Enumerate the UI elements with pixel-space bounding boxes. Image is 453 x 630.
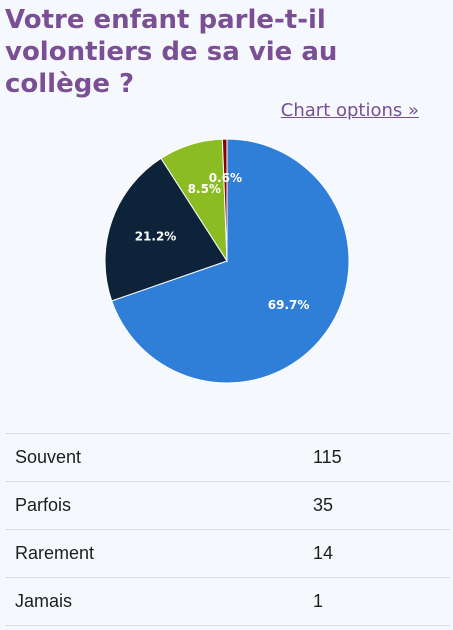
row-count: 1 [313,577,450,626]
row-label: Souvent [5,433,313,482]
slice-label-parfois: 21.2% [135,229,177,243]
pie-slice-souvent[interactable] [111,138,350,384]
row-label: Jamais [5,577,313,626]
row-count: 14 [313,529,450,578]
chart-options-link[interactable]: Chart options » [280,100,419,121]
row-label: Parfois [5,481,313,530]
table-row: Souvent 115 [5,433,450,482]
table-row: Rarement 14 [5,529,450,578]
slice-label-rarement: 8.5% [188,182,221,196]
slice-label-souvent: 69.7% [268,298,310,312]
pie-slice-jamais[interactable] [221,138,228,262]
slice-label-jamais: 0.6% [209,171,242,185]
table-row: Parfois 35 [5,481,450,530]
pie-slice-parfois[interactable] [104,157,228,302]
row-label: Rarement [5,529,313,578]
page-title: Votre enfant parle-t-il volontiers de sa… [5,5,338,99]
results-table: Souvent 115 Parfois 35 Rarement 14 Jamai… [5,433,450,626]
pie-chart: 69.7% 21.2% 8.5%0.6% [104,138,350,384]
row-count: 115 [313,433,450,482]
row-count: 35 [313,481,450,530]
table-row: Jamais 1 [5,577,450,626]
